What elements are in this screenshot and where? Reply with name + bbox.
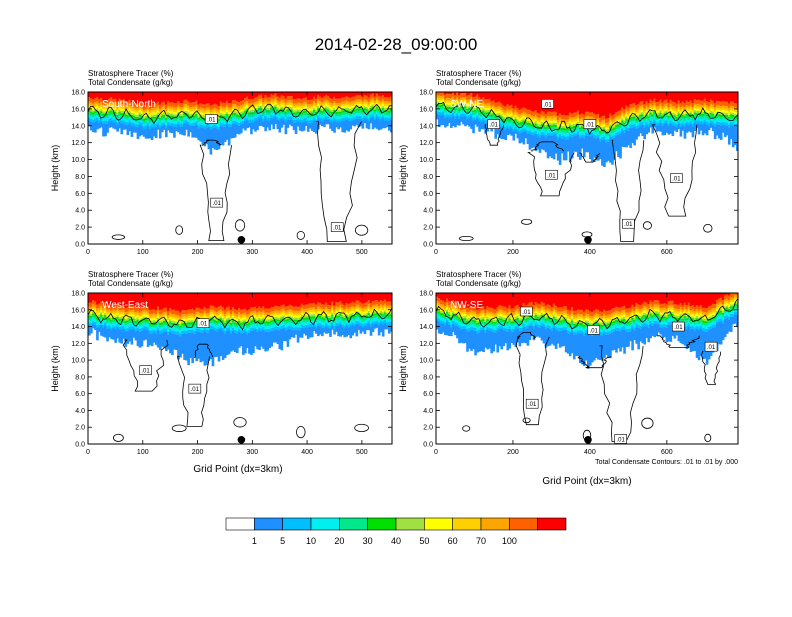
contour-label: .01 (207, 118, 216, 124)
panel-header-line1: Stratosphere Tracer (%) (88, 69, 174, 78)
filled-contours: .01 .01 .01 .01 .01 .01 (436, 92, 739, 244)
panel-group: .01 .01 .01 South-North Stratosphere Tracer … (50, 69, 739, 456)
y-axis-label: Height (km) (398, 145, 408, 192)
y-tick-label: 18.0 (419, 90, 433, 97)
y-tick-label: 12.0 (71, 140, 85, 147)
x-tick-label: 400 (584, 249, 596, 256)
panel-south-north: .01 .01 .01 South-North Stratosphere Tracer … (50, 69, 393, 256)
y-tick-label: 0.0 (75, 242, 85, 249)
panel-header-line1: Stratosphere Tracer (%) (436, 69, 522, 78)
x-tick-label: 500 (356, 249, 368, 256)
panel-header-line2: Total Condensate (g/kg) (436, 78, 521, 87)
figure-title: 2014-02-28_09:00:00 (315, 35, 478, 54)
x-tick-label: 0 (434, 249, 438, 256)
y-tick-label: 6.0 (423, 191, 433, 198)
y-tick-label: 2.0 (75, 225, 85, 232)
y-tick-label: 10.0 (419, 157, 433, 164)
panel-label: SW-NE (450, 99, 483, 110)
y-axis-label: Height (km) (50, 145, 60, 192)
y-tick-label: 4.0 (75, 208, 85, 215)
y-tick-label: 14.0 (71, 123, 85, 130)
location-marker (238, 236, 246, 244)
y-tick-label: 10.0 (71, 157, 85, 164)
x-tick-label: 600 (661, 249, 673, 256)
y-tick-label: 12.0 (419, 140, 433, 147)
contour-label: .01 (586, 123, 595, 129)
x-tick-label: 400 (301, 249, 313, 256)
panel-label: South-North (102, 99, 156, 110)
contour-label: .01 (213, 201, 222, 207)
y-tick-label: 2.0 (423, 225, 433, 232)
location-marker (584, 236, 592, 244)
filled-contours: .01 .01 .01 (88, 92, 393, 244)
x-tick-label: 200 (507, 249, 519, 256)
x-tick-label: 300 (246, 249, 258, 256)
x-tick-label: 0 (86, 249, 90, 256)
y-tick-label: 6.0 (75, 191, 85, 198)
y-tick-label: 16.0 (71, 106, 85, 113)
contour-label: .01 (490, 123, 499, 129)
contour-label: .01 (547, 173, 556, 179)
y-tick-label: 8.0 (75, 174, 85, 181)
y-tick-label: 8.0 (423, 174, 433, 181)
x-tick-label: 100 (137, 249, 149, 256)
y-tick-label: 18.0 (71, 90, 85, 97)
panel-sw-ne: .01 .01 .01 .01 .01 .01 SW-NE Stratosphere Trac… (398, 69, 739, 256)
panel-header-line2: Total Condensate (g/kg) (88, 78, 173, 87)
contour-label: .01 (333, 226, 342, 232)
y-tick-label: 0.0 (423, 242, 433, 249)
y-tick-label: 14.0 (419, 123, 433, 130)
filled-contours: .01.01.01 (88, 293, 393, 444)
y-tick-label: 4.0 (423, 208, 433, 215)
contour-label: .01 (543, 102, 552, 108)
contour-label: .01 (624, 222, 633, 228)
y-tick-label: 16.0 (419, 106, 433, 113)
x-tick-label: 200 (192, 249, 204, 256)
contour-label: .01 (672, 177, 681, 183)
